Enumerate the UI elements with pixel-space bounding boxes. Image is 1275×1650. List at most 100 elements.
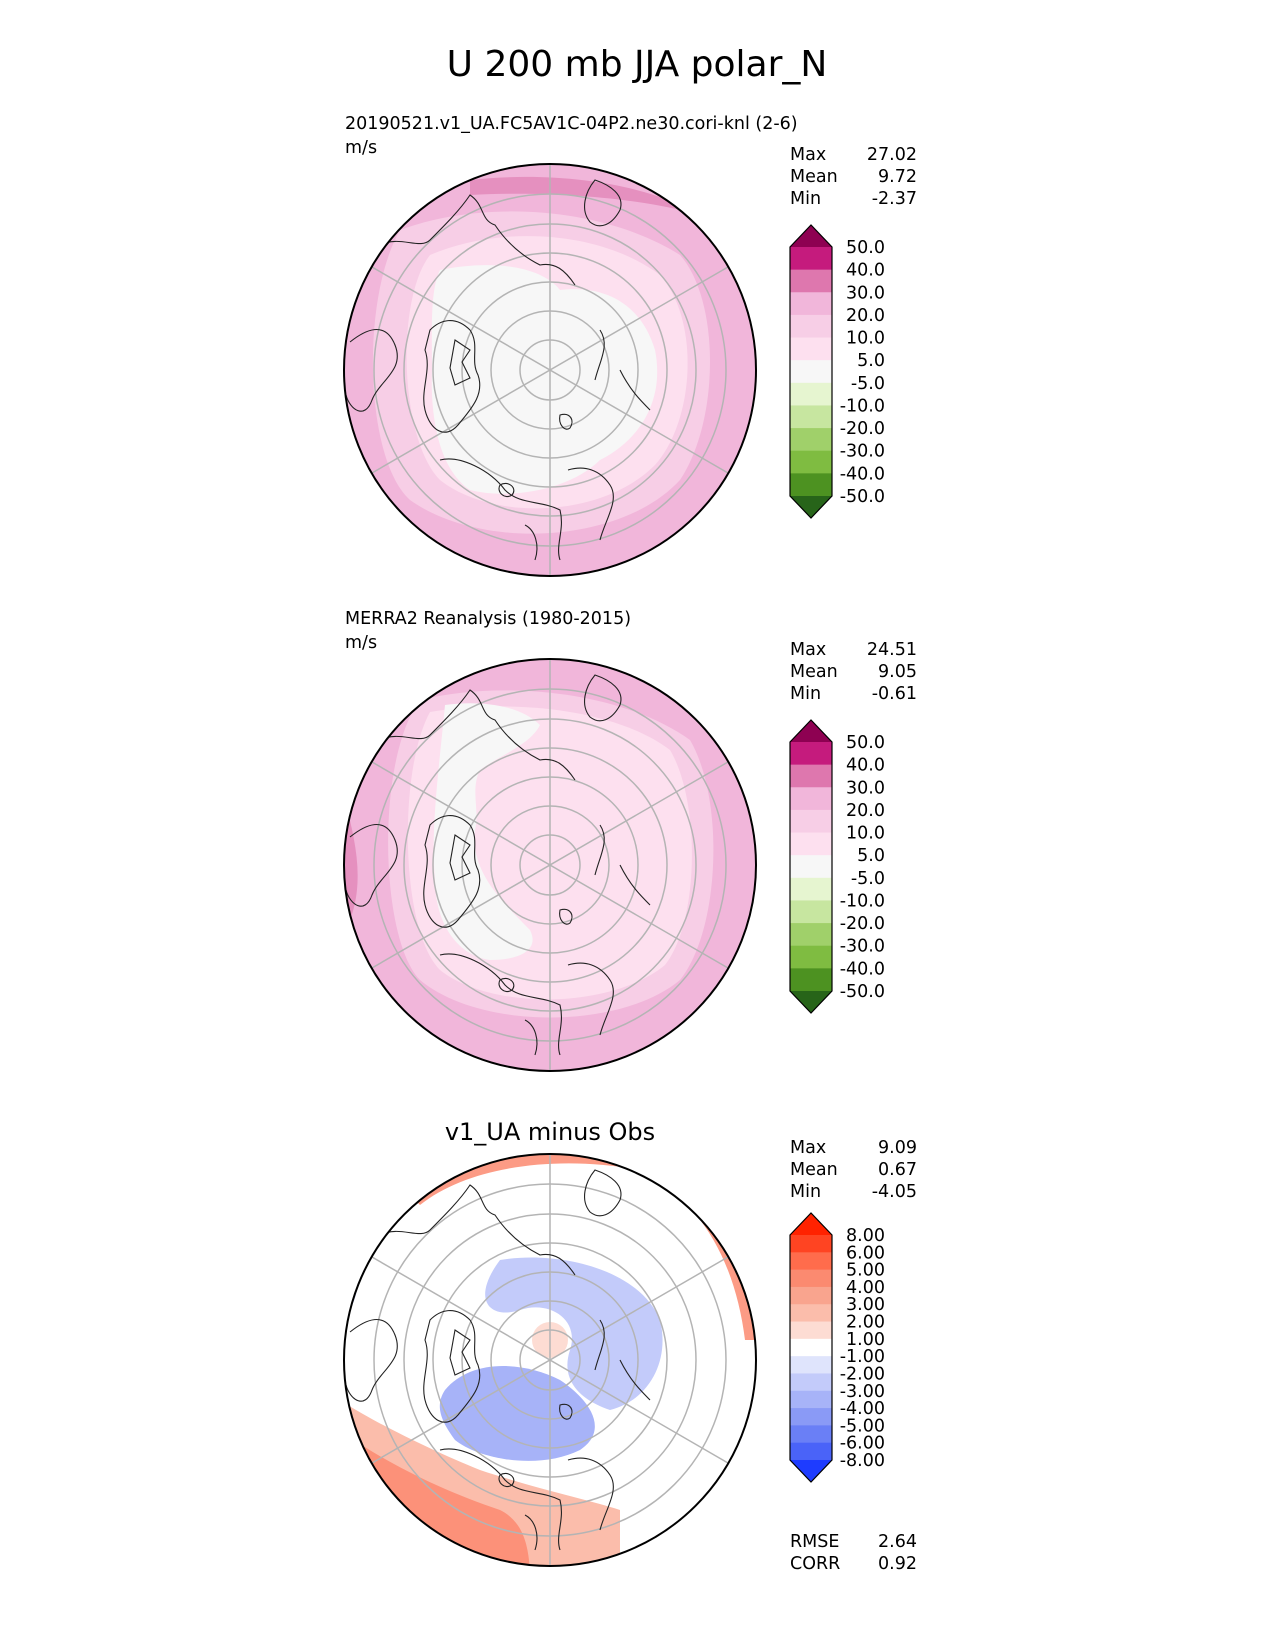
- metric-rmse-value: 2.64: [878, 1532, 917, 1552]
- field-band-core: [431, 265, 658, 494]
- colorbar-swatch: [790, 1269, 832, 1288]
- panel-model-boundary: [343, 163, 757, 577]
- colorbar-swatch: [790, 360, 832, 384]
- panel-obs-stats: Max 24.51 Mean 9.05 Min -0.61: [790, 640, 917, 704]
- colorbar-tick-label: 1.00: [846, 1330, 885, 1350]
- colorbar-tick-label: 10.0: [846, 824, 885, 844]
- panel-model-gridlines: [371, 164, 729, 576]
- colorbar-swatch: [790, 764, 832, 788]
- field-band-core: [433, 703, 540, 960]
- colorbar-tick-label: -2.00: [840, 1364, 885, 1384]
- panel-model-colorbar: 50.0 40.030.0 20.0 10.05.0 -5.0-10.0 -20.0 -30…: [789, 224, 885, 519]
- colorbar-tick-label: -30.0: [840, 937, 885, 957]
- colorbar-tick-label: -5.0: [851, 869, 885, 889]
- colorbar-tick-label: 30.0: [846, 778, 885, 798]
- colorbar-swatch: [790, 832, 832, 856]
- colorbar-swatch: [790, 1286, 832, 1305]
- colorbar-swatch: [790, 1425, 832, 1444]
- colorbar-swatch: [790, 1408, 832, 1426]
- colorbar-swatch: [790, 450, 832, 474]
- colorbar-tick-label: 2.00: [846, 1313, 885, 1333]
- stat-max-label: Max: [790, 640, 826, 660]
- colorbar-tick-label: -10.0: [840, 396, 885, 416]
- colorbar-outline: [789, 719, 833, 1014]
- panel-model-units: m/s: [345, 138, 377, 158]
- colorbar-tick-label: 50.0: [846, 733, 885, 753]
- stat-min-value: -2.37: [872, 189, 917, 209]
- colorbar-swatch: [790, 247, 832, 271]
- metric-corr-label: CORR: [790, 1554, 840, 1574]
- colorbar-swatch: [790, 787, 832, 811]
- stat-min-value: -0.61: [872, 684, 917, 704]
- colorbar-tick-label: -40.0: [840, 464, 885, 484]
- panel-diff-gridlines: [371, 1154, 729, 1566]
- colorbar-extend-max: [790, 225, 832, 247]
- colorbar-tick-label: 20.0: [846, 306, 885, 326]
- stat-max-label: Max: [790, 145, 826, 165]
- colorbar-tick-label: -1.00: [840, 1347, 885, 1367]
- colorbar-swatch: [790, 968, 832, 992]
- colorbar-tick-label: -20.0: [840, 419, 885, 439]
- field-band-left-rim: [344, 800, 358, 920]
- colorbar-tick-label: -10.0: [840, 891, 885, 911]
- colorbar-tick-label: -4.00: [840, 1399, 885, 1419]
- colorbar-tick-label: 10.0: [846, 329, 885, 349]
- panel-diff-colorbar: 8.006.005.004.003.002.001.00-1.00-2.00-3…: [789, 1212, 885, 1483]
- panel-model-title: 20190521.v1_UA.FC5AV1C-04P2.ne30.cori-kn…: [345, 114, 798, 134]
- colorbar-tick-label: -30.0: [840, 442, 885, 462]
- colorbar-tick-label: 6.00: [846, 1243, 885, 1263]
- colorbar-swatch: [790, 292, 832, 316]
- colorbar-extend-min: [790, 991, 832, 1013]
- stat-max-label: Max: [790, 1138, 826, 1158]
- stat-max-value: 24.51: [867, 640, 917, 660]
- stat-mean-label: Mean: [790, 1160, 838, 1180]
- colorbar-extend-max: [790, 720, 832, 742]
- stat-mean-value: 0.67: [878, 1160, 917, 1180]
- colorbar-swatch: [790, 742, 832, 766]
- panel-diff-coastlines: [345, 1169, 651, 1551]
- colorbar-tick-label: 5.00: [846, 1261, 885, 1281]
- colorbar-tick-label: -50.0: [840, 982, 885, 1002]
- colorbar-swatch: [790, 900, 832, 924]
- colorbar-swatch: [790, 855, 832, 879]
- colorbar-extend-min: [790, 1460, 832, 1482]
- panel-obs: MERRA2 Reanalysis (1980-2015) m/s: [343, 609, 917, 1072]
- field-band-upper-rim: [470, 176, 700, 215]
- panel-model-stats: Max 27.02 Mean 9.72 Min -2.37: [790, 145, 917, 209]
- colorbar-swatch: [790, 473, 832, 497]
- colorbar-tick-label: 3.00: [846, 1295, 885, 1315]
- colorbar-outline: [789, 224, 833, 519]
- panel-diff: v1_UA minus Obs: [343, 1118, 917, 1574]
- colorbar-tick-label: -40.0: [840, 959, 885, 979]
- panel-obs-coastlines: [345, 674, 651, 1056]
- colorbar-swatch: [790, 428, 832, 452]
- panel-obs-colorbar: 50.0 40.030.0 20.0 10.05.0 -5.0-10.0 -20.0 -30…: [789, 719, 885, 1014]
- colorbar-swatch: [790, 1390, 832, 1409]
- stat-min-label: Min: [790, 189, 821, 209]
- stat-min-label: Min: [790, 1182, 821, 1202]
- colorbar-extend-max: [790, 1213, 832, 1235]
- stat-mean-value: 9.72: [878, 167, 917, 187]
- figure-title: U 200 mb JJA polar_N: [447, 44, 828, 85]
- panel-obs-field: [344, 659, 756, 1071]
- colorbar-swatch: [790, 1235, 832, 1253]
- colorbar-swatch: [790, 945, 832, 969]
- colorbar-tick-label: 5.0: [857, 846, 885, 866]
- metric-rmse-label: RMSE: [790, 1532, 839, 1552]
- stat-max-value: 27.02: [867, 145, 917, 165]
- colorbar-tick-label: 4.00: [846, 1278, 885, 1298]
- colorbar-tick-label: -3.00: [840, 1382, 885, 1402]
- stat-mean-label: Mean: [790, 167, 838, 187]
- colorbar-swatch: [790, 382, 832, 407]
- colorbar-tick-label: 40.0: [846, 261, 885, 281]
- panel-model: 20190521.v1_UA.FC5AV1C-04P2.ne30.cori-kn…: [343, 114, 917, 577]
- panel-diff-title: v1_UA minus Obs: [445, 1118, 655, 1146]
- colorbar-tick-label: 40.0: [846, 756, 885, 776]
- panel-obs-boundary: [343, 658, 757, 1072]
- colorbar-tick-label: -8.00: [840, 1451, 885, 1471]
- colorbar-swatch: [790, 1373, 832, 1392]
- colorbar-swatch: [790, 269, 832, 293]
- panel-diff-boundary: [343, 1153, 757, 1567]
- panel-obs-title: MERRA2 Reanalysis (1980-2015): [345, 609, 631, 629]
- colorbar-tick-label: -20.0: [840, 914, 885, 934]
